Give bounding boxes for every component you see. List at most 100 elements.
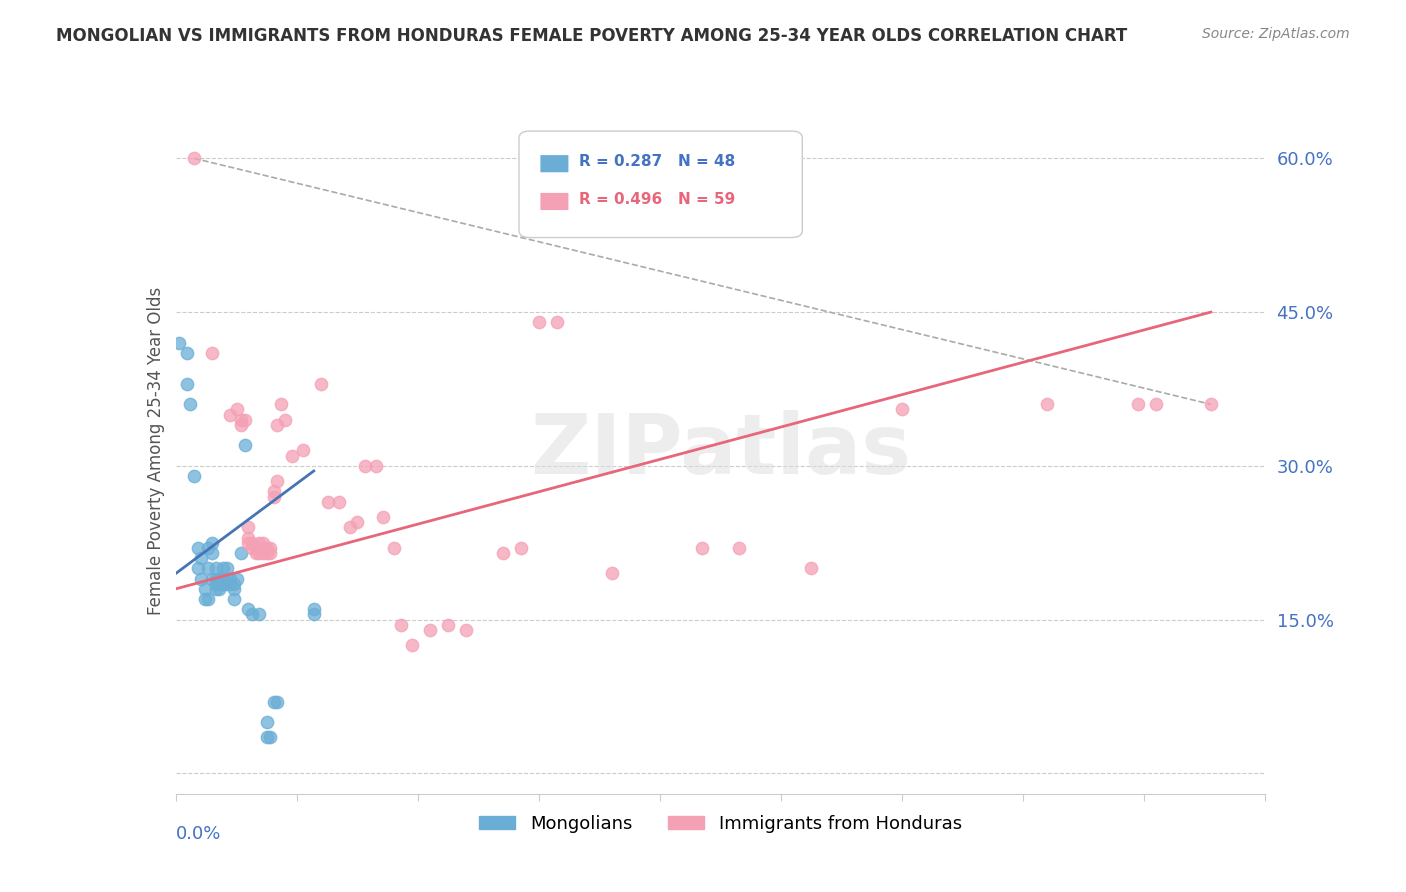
Point [527, 315, 550, 329]
Text: R = 0.287   N = 48: R = 0.287 N = 48 [579, 154, 735, 169]
Point [204, 561, 226, 575]
Point [266, 417, 288, 432]
Point [291, 443, 314, 458]
Point [401, 638, 423, 652]
Point [302, 607, 325, 622]
Point [263, 490, 285, 504]
FancyBboxPatch shape [540, 154, 569, 173]
Point [190, 551, 212, 566]
Point [247, 535, 270, 549]
Point [238, 520, 260, 534]
Point [492, 546, 515, 560]
Point [252, 535, 274, 549]
Point [204, 576, 226, 591]
Point [600, 566, 623, 581]
Point [727, 541, 749, 555]
Point [266, 695, 288, 709]
Point [252, 541, 274, 555]
Point [247, 546, 270, 560]
Point [233, 438, 256, 452]
Point [252, 546, 274, 560]
Point [226, 572, 249, 586]
Point [186, 541, 209, 555]
Point [346, 515, 368, 529]
Text: R = 0.496   N = 59: R = 0.496 N = 59 [579, 193, 735, 207]
Point [263, 695, 285, 709]
Point [233, 413, 256, 427]
Point [212, 572, 235, 586]
Point [309, 376, 332, 391]
Point [256, 731, 278, 745]
Point [215, 576, 238, 591]
Point [238, 602, 260, 616]
Point [212, 561, 235, 575]
Point [546, 315, 568, 329]
Point [256, 541, 278, 555]
Legend: Mongolians, Immigrants from Honduras: Mongolians, Immigrants from Honduras [472, 807, 969, 839]
Point [692, 541, 714, 555]
Point [259, 731, 281, 745]
Point [256, 546, 278, 560]
Point [328, 494, 350, 508]
Point [219, 576, 242, 591]
Point [215, 572, 238, 586]
Point [219, 572, 242, 586]
Point [176, 376, 198, 391]
Point [339, 520, 361, 534]
FancyBboxPatch shape [540, 192, 569, 211]
Point [186, 561, 209, 575]
Point [219, 408, 242, 422]
Point [194, 582, 217, 596]
Point [183, 469, 205, 483]
Point [208, 582, 231, 596]
Point [194, 592, 217, 607]
Point [259, 546, 281, 560]
Point [245, 541, 267, 555]
Point [197, 592, 219, 607]
Point [891, 402, 914, 417]
Point [259, 541, 281, 555]
Point [226, 402, 249, 417]
Point [240, 535, 263, 549]
Point [179, 397, 201, 411]
Point [190, 572, 212, 586]
Point [353, 458, 375, 473]
Point [389, 617, 412, 632]
FancyBboxPatch shape [519, 131, 803, 237]
Point [204, 582, 226, 596]
Point [222, 576, 245, 591]
Point [201, 546, 224, 560]
Point [245, 546, 267, 560]
Point [247, 541, 270, 555]
Y-axis label: Female Poverty Among 25-34 Year Olds: Female Poverty Among 25-34 Year Olds [146, 286, 165, 615]
Point [201, 572, 224, 586]
Point [204, 572, 226, 586]
Point [1146, 397, 1168, 411]
Point [222, 582, 245, 596]
Point [263, 484, 285, 499]
Point [247, 607, 270, 622]
Point [364, 458, 387, 473]
Point [201, 346, 224, 360]
Point [240, 607, 263, 622]
Point [382, 541, 405, 555]
Point [197, 561, 219, 575]
Point [1199, 397, 1222, 411]
Point [238, 535, 260, 549]
Point [222, 592, 245, 607]
Point [266, 474, 288, 488]
Point [509, 541, 531, 555]
Point [208, 572, 231, 586]
Point [256, 715, 278, 730]
Point [437, 617, 460, 632]
Point [231, 413, 253, 427]
Point [231, 546, 253, 560]
Point [169, 335, 191, 350]
Point [419, 623, 441, 637]
Point [281, 449, 304, 463]
Text: Source: ZipAtlas.com: Source: ZipAtlas.com [1202, 27, 1350, 41]
Point [456, 623, 478, 637]
Point [1036, 397, 1059, 411]
Point [1128, 397, 1150, 411]
Point [240, 541, 263, 555]
